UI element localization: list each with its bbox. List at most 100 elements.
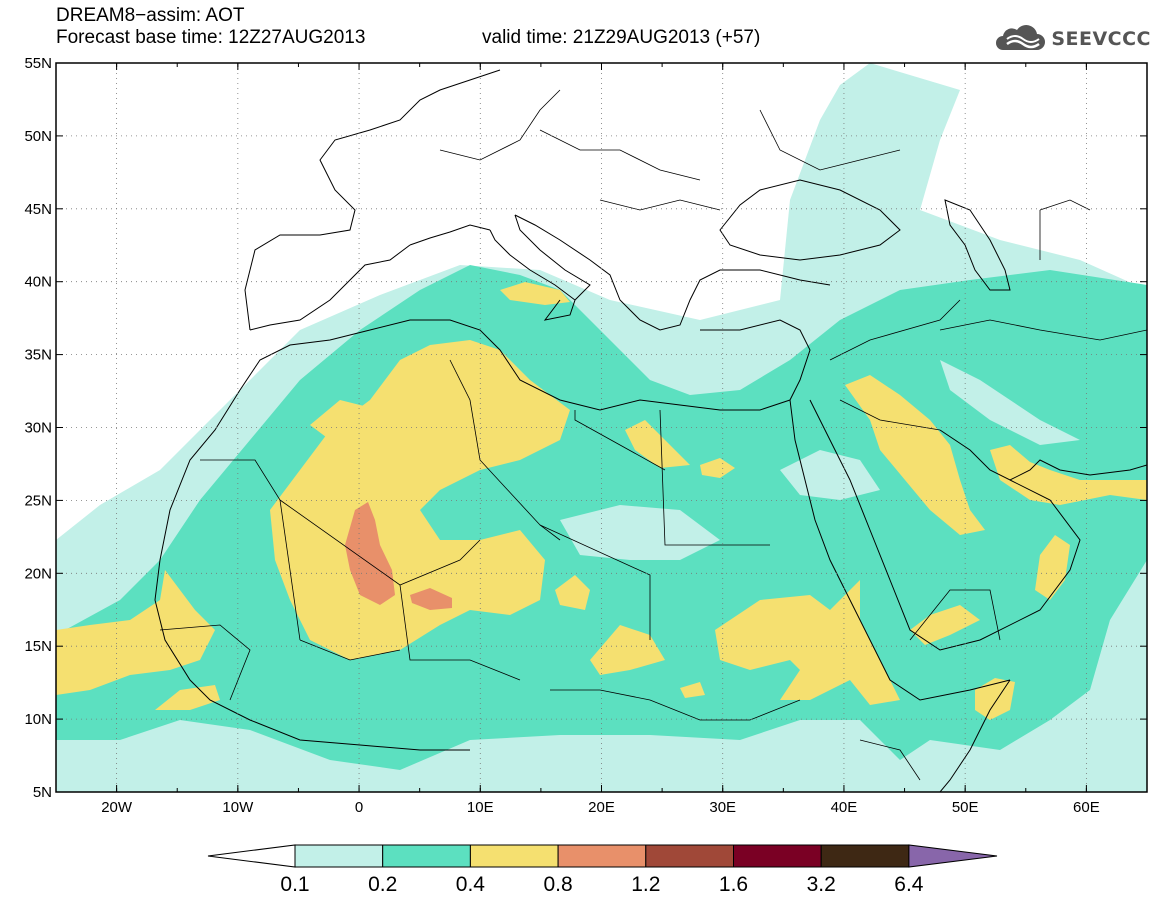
lon-tick-label: 60E (1073, 799, 1100, 816)
lat-tick-label: 45N (24, 201, 52, 218)
aot-contour-0.4-yemen (910, 605, 980, 645)
colorbar-arrow-low (207, 844, 296, 868)
logo-text: SEEVCCC (1051, 28, 1151, 50)
aot-contour-0.4-nw (310, 400, 380, 440)
lon-tick-label: 20W (101, 799, 133, 816)
lon-tick-label: 10W (222, 799, 254, 816)
colorbar-arrow-high (908, 844, 998, 868)
lat-tick-label: 40N (24, 274, 52, 291)
coastline-caspian (944, 199, 1011, 291)
border (299, 639, 401, 661)
latitude-axis: 55N 50N 45N 40N 35N 30N 25N 20N 15N 10N 5N (24, 55, 1147, 801)
border (574, 410, 666, 471)
coastline-north-africa (239, 319, 791, 411)
coastline-somalia (939, 679, 1011, 792)
aot-contour-0.1-hole (940, 360, 1080, 445)
colorbar-label: 1.2 (631, 873, 660, 896)
forecast-times: Forecast base time: 12Z27AUG2013 valid ti… (56, 27, 760, 48)
aot-contour-0.4-libya (625, 420, 690, 468)
lat-tick-label: 20N (24, 565, 52, 582)
cloud-icon (996, 25, 1046, 50)
lat-tick-label: 35N (24, 347, 52, 364)
colorbar-segment (645, 844, 734, 868)
lon-tick-label: 50E (952, 799, 979, 816)
aot-contour-0.4-somalia (975, 678, 1015, 720)
colorbar-segment (382, 844, 471, 868)
lon-tick-label: 0 (355, 799, 363, 816)
valid-time: valid time: 21Z29AUG2013 (+57) (482, 27, 761, 48)
colorbar-segment (294, 844, 384, 868)
coastline-africa-west (154, 389, 470, 751)
longitude-axis: 20W 10W 0 10E 20E 30E 40E 50E 60E (55, 63, 1148, 816)
aot-contour-0.4-sudan (715, 580, 900, 705)
border (839, 399, 941, 431)
aot-contour-0.4-sardinia (500, 282, 570, 305)
border (439, 89, 561, 161)
border (859, 739, 921, 781)
aot-contour-0.4-cafr (680, 682, 705, 698)
border (939, 319, 1147, 341)
border (200, 459, 301, 641)
colorbar-segment (820, 844, 910, 868)
lat-tick-label: 30N (24, 420, 52, 437)
aot-contour-0.4-chad-s (590, 625, 665, 675)
border (759, 109, 901, 171)
lat-tick-label: 25N (24, 492, 52, 509)
colorbar-label: 6.4 (894, 873, 924, 896)
border (659, 409, 770, 546)
border (1039, 199, 1091, 211)
country-borders (159, 89, 1147, 781)
border (539, 524, 651, 640)
colorbar-label: 3.2 (807, 873, 836, 896)
coastline-balkans (514, 214, 831, 331)
border (909, 589, 1001, 641)
coastline-red-sea-east (809, 399, 1081, 651)
colorbar-label: 0.4 (456, 873, 486, 896)
lon-tick-label: 40E (831, 799, 858, 816)
coastline-red-sea (789, 399, 1011, 701)
lon-tick-label: 20E (588, 799, 615, 816)
base-time: Forecast base time: 12Z27AUG2013 (56, 27, 366, 48)
colorbar-label: 0.2 (368, 873, 397, 896)
lon-tick-label: 10E (467, 799, 494, 816)
aot-contour-0.4-chad (555, 575, 590, 610)
colorbar-segment (557, 844, 647, 868)
lat-tick-label: 15N (24, 638, 52, 655)
aot-contour-0.8-niger (410, 588, 452, 610)
border (399, 584, 521, 681)
aot-contour-0.4-sw (155, 685, 220, 710)
aot-contour-0.8-mali (345, 502, 395, 605)
border (829, 299, 961, 361)
aot-contour-0.4-oman (1035, 535, 1070, 600)
coastline-iberia-south (249, 244, 411, 331)
colorbar-segment (469, 844, 559, 868)
border (279, 499, 481, 586)
border (539, 129, 701, 181)
aot-contour-0.4-westafrica (56, 570, 215, 695)
seevccc-logo: SEEVCCC (993, 22, 1151, 56)
lat-tick-label: 5N (33, 784, 52, 801)
border (449, 359, 561, 541)
lat-tick-label: 50N (24, 128, 52, 145)
coastlines (154, 69, 1147, 792)
aot-contour-0.1-hole (705, 362, 725, 390)
colorbar-label: 0.1 (280, 873, 309, 896)
colorbar-label: 1.6 (719, 873, 748, 896)
aot-contour-0.4-arabia (845, 375, 985, 535)
border (550, 689, 801, 721)
aot-contour-0.1-hole (780, 450, 880, 500)
lat-tick-label: 55N (24, 55, 52, 72)
colorbar: 0.1 0.2 0.4 0.8 1.2 1.6 3.2 6.4 (207, 844, 998, 896)
lat-tick-label: 10N (24, 711, 52, 728)
colorbar-segment (733, 844, 822, 868)
coastline-italy (489, 214, 591, 321)
border (599, 199, 721, 211)
coastline-europe-west (244, 69, 501, 331)
coastline-france-med (409, 224, 491, 246)
colorbar-label: 0.8 (543, 873, 572, 896)
coastline-levant (700, 319, 811, 401)
border (159, 624, 251, 701)
map-title: DREAM8−assim: AOT (56, 5, 245, 26)
aot-contour-0.4-egypt (700, 458, 735, 478)
